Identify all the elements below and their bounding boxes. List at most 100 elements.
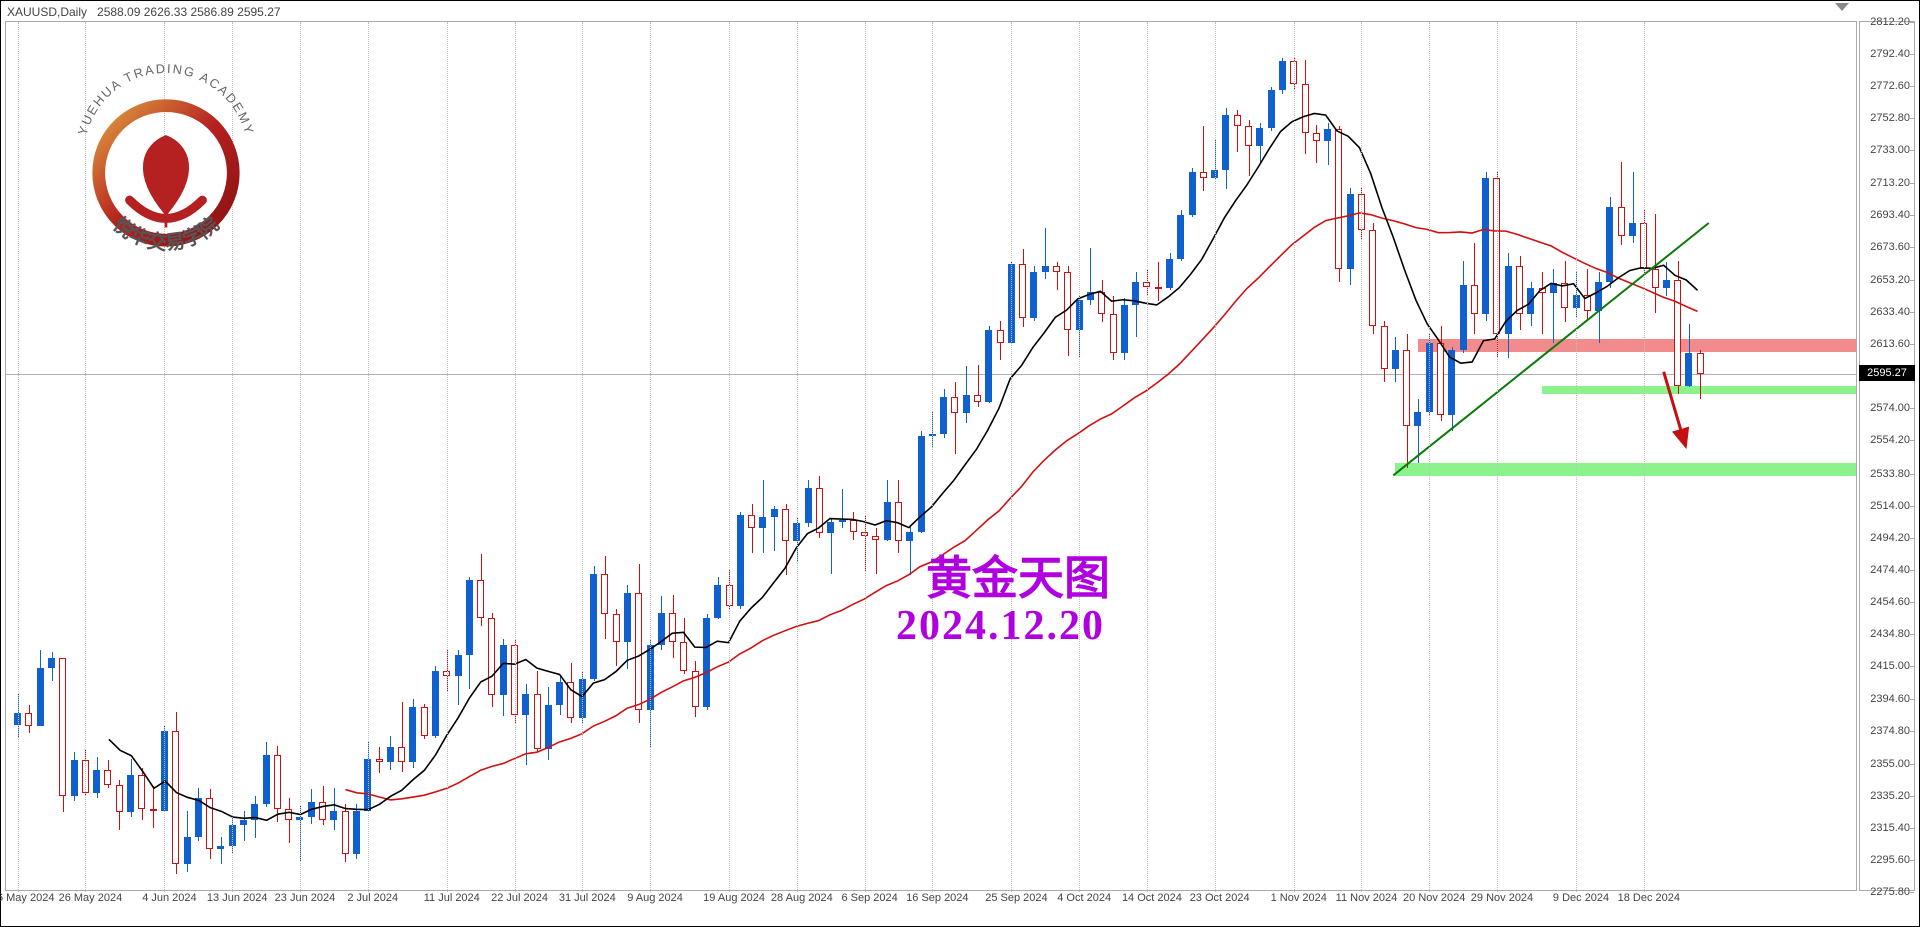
candle-body[interactable] (308, 802, 315, 817)
candle-body[interactable] (748, 515, 755, 528)
candle-body[interactable] (116, 785, 123, 813)
candle-body[interactable] (1234, 115, 1241, 126)
candle-body[interactable] (1053, 266, 1060, 272)
candle-body[interactable] (93, 770, 100, 793)
candle-body[interactable] (1516, 266, 1523, 315)
candle-body[interactable] (172, 731, 179, 864)
candle-body[interactable] (1527, 288, 1534, 314)
candle-body[interactable] (1324, 129, 1331, 140)
candle-body[interactable] (387, 747, 394, 762)
candle-body[interactable] (488, 618, 495, 696)
candle-body[interactable] (1482, 178, 1489, 314)
candle-body[interactable] (1177, 215, 1184, 259)
price-plot[interactable]: 黄金天图2024.12.20 YUEHUA TRADING ACADEMY 悦华… (5, 21, 1857, 891)
candle-body[interactable] (1121, 305, 1128, 354)
candle-body[interactable] (206, 798, 213, 850)
candle-body[interactable] (1663, 280, 1670, 288)
candle-body[interactable] (522, 694, 529, 715)
candle-body[interactable] (805, 488, 812, 524)
candle-body[interactable] (1268, 90, 1275, 127)
candle-body[interactable] (1437, 343, 1444, 414)
candle-body[interactable] (48, 658, 55, 668)
candle-body[interactable] (1414, 412, 1421, 427)
candle-body[interactable] (590, 574, 597, 679)
candle-body[interactable] (184, 837, 191, 865)
candle-body[interactable] (816, 488, 823, 533)
candle-body[interactable] (624, 593, 631, 642)
candle-body[interactable] (1335, 129, 1342, 268)
candle-body[interactable] (1584, 295, 1591, 311)
candle-body[interactable] (150, 809, 157, 811)
candle-body[interactable] (1369, 230, 1376, 326)
candle-body[interactable] (353, 811, 360, 855)
candle-body[interactable] (771, 509, 778, 517)
candle-body[interactable] (1064, 272, 1071, 330)
candle-body[interactable] (1313, 133, 1320, 141)
candle-body[interactable] (1256, 128, 1263, 146)
candle-body[interactable] (1245, 126, 1252, 145)
candle-body[interactable] (1189, 172, 1196, 216)
candle-body[interactable] (1132, 282, 1139, 305)
candle-body[interactable] (1030, 272, 1037, 317)
candle-body[interactable] (918, 436, 925, 532)
candle-body[interactable] (1460, 285, 1467, 350)
candle-body[interactable] (251, 804, 258, 820)
candle-body[interactable] (37, 668, 44, 726)
candle-body[interactable] (963, 395, 970, 413)
candle-body[interactable] (1347, 194, 1354, 269)
candle-body[interactable] (534, 694, 541, 749)
candle-body[interactable] (1042, 266, 1049, 272)
candle-body[interactable] (839, 520, 846, 522)
candle-body[interactable] (342, 811, 349, 855)
candle-body[interactable] (613, 614, 620, 642)
candle-body[interactable] (1629, 223, 1636, 236)
candle-body[interactable] (895, 502, 902, 541)
candle-body[interactable] (1381, 326, 1388, 370)
candle-body[interactable] (138, 775, 145, 809)
candle-body[interactable] (1110, 314, 1117, 353)
candle-body[interactable] (25, 713, 32, 726)
candle-body[interactable] (1505, 266, 1512, 334)
candle-body[interactable] (466, 580, 473, 655)
candle-body[interactable] (1019, 264, 1026, 318)
candle-body[interactable] (872, 536, 879, 539)
candle-body[interactable] (1652, 269, 1659, 288)
candle-body[interactable] (217, 846, 224, 849)
candle-body[interactable] (398, 747, 405, 762)
candle-body[interactable] (421, 707, 428, 736)
candle-body[interactable] (127, 775, 134, 812)
candle-body[interactable] (658, 613, 665, 645)
candle-body[interactable] (274, 755, 281, 809)
candle-body[interactable] (1087, 292, 1094, 300)
candle-body[interactable] (703, 618, 710, 707)
candle-body[interactable] (319, 802, 326, 820)
candle-body[interactable] (997, 330, 1004, 343)
candle-body[interactable] (951, 397, 958, 413)
candle-body[interactable] (1392, 350, 1399, 369)
candle-body[interactable] (1561, 283, 1568, 307)
candle-body[interactable] (477, 580, 484, 617)
candle-body[interactable] (1550, 283, 1557, 293)
candle-body[interactable] (1685, 353, 1692, 385)
candle-body[interactable] (567, 682, 574, 718)
candle-body[interactable] (940, 397, 947, 434)
candle-body[interactable] (827, 522, 834, 533)
candle-body[interactable] (1618, 207, 1625, 236)
candle-body[interactable] (884, 502, 891, 539)
candle-body[interactable] (680, 642, 687, 671)
candle-body[interactable] (1222, 115, 1229, 170)
candle-body[interactable] (71, 760, 78, 796)
candle-body[interactable] (759, 517, 766, 528)
candle-body[interactable] (1403, 350, 1410, 426)
candle-body[interactable] (601, 574, 608, 615)
candle-body[interactable] (195, 798, 202, 837)
candle-body[interactable] (1674, 280, 1681, 385)
candle-body[interactable] (330, 811, 337, 821)
candle-body[interactable] (1539, 288, 1546, 293)
candle-body[interactable] (1606, 207, 1613, 282)
candle-body[interactable] (692, 671, 699, 707)
candle-body[interactable] (1155, 287, 1162, 289)
candle-body[interactable] (850, 520, 857, 531)
candle-body[interactable] (714, 585, 721, 617)
candle-body[interactable] (432, 671, 439, 736)
